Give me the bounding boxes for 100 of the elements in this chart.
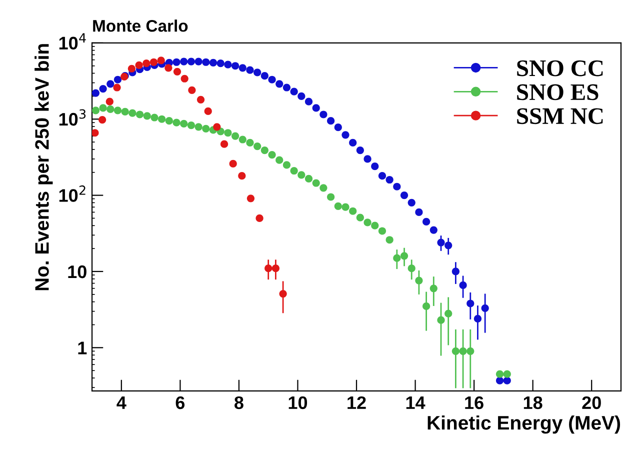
point — [260, 146, 268, 154]
point — [246, 138, 254, 147]
x-tick-label: 14 — [406, 396, 426, 409]
point — [279, 290, 287, 298]
x-tick-label: 20 — [582, 396, 601, 410]
point — [430, 284, 438, 292]
x-tick-label: 18 — [524, 396, 542, 410]
point — [298, 171, 306, 179]
point — [204, 107, 212, 116]
x-tick-label: 16 — [465, 396, 484, 410]
point — [220, 140, 228, 148]
point — [326, 193, 335, 201]
point — [444, 310, 452, 318]
point — [264, 264, 272, 272]
point — [371, 222, 379, 230]
point — [180, 58, 188, 66]
x-tick-label: 8 — [234, 396, 244, 410]
point — [334, 124, 342, 132]
point — [415, 276, 423, 284]
point — [238, 136, 246, 144]
point — [135, 61, 143, 70]
x-tick-label: 12 — [348, 396, 366, 409]
point — [224, 129, 232, 137]
point — [282, 161, 291, 169]
point — [356, 214, 364, 222]
point — [173, 68, 182, 76]
point — [422, 218, 430, 226]
point — [386, 236, 394, 244]
point — [164, 64, 172, 72]
point — [106, 98, 114, 106]
point — [246, 194, 255, 202]
point — [180, 74, 188, 82]
point — [113, 84, 121, 92]
point — [466, 347, 474, 355]
x-tick-label: 6 — [176, 396, 185, 410]
point — [106, 105, 114, 113]
chart-title: Monte Carlo — [93, 20, 188, 32]
point — [386, 176, 394, 184]
point — [238, 172, 246, 180]
y-tick-label: 10$^{3}$ — [59, 109, 86, 126]
point — [157, 56, 165, 64]
point — [202, 58, 210, 66]
point — [474, 314, 482, 322]
point — [334, 202, 342, 210]
point — [356, 146, 364, 154]
point — [272, 264, 280, 272]
point — [408, 264, 416, 272]
point — [231, 132, 240, 140]
point — [213, 123, 221, 131]
x-axis-title: Kinetic Energy (MeV) — [428, 415, 620, 434]
point — [408, 198, 416, 206]
point — [246, 66, 254, 74]
point — [172, 118, 180, 126]
point — [326, 117, 335, 125]
point — [194, 123, 202, 131]
point — [196, 96, 205, 104]
point — [99, 85, 107, 93]
point — [298, 92, 306, 100]
point — [180, 120, 188, 128]
point — [187, 121, 196, 130]
point — [150, 114, 158, 122]
point — [128, 109, 136, 117]
point — [400, 191, 408, 200]
point — [342, 131, 350, 139]
point — [496, 376, 504, 384]
point — [342, 203, 350, 211]
point — [114, 106, 122, 114]
point — [172, 58, 180, 66]
point — [158, 115, 166, 123]
point — [209, 58, 218, 67]
point — [349, 207, 357, 215]
point — [393, 254, 401, 262]
legend-label: SSM NC — [517, 108, 603, 124]
point — [364, 218, 372, 226]
y-tick-label: 1 — [78, 342, 87, 354]
point — [150, 58, 158, 66]
point — [481, 304, 489, 312]
point — [202, 124, 210, 132]
point — [378, 172, 386, 180]
point — [260, 72, 268, 80]
point — [496, 370, 504, 378]
point — [256, 214, 264, 222]
legend-label: SNO ES — [517, 84, 598, 100]
point — [121, 108, 129, 116]
x-tick-label: 4 — [116, 396, 126, 409]
point — [437, 238, 445, 246]
point — [143, 112, 151, 120]
point — [371, 162, 379, 170]
point — [459, 347, 467, 355]
point — [216, 60, 224, 68]
point — [422, 302, 430, 310]
point — [268, 151, 276, 159]
point — [194, 58, 202, 66]
point — [312, 104, 320, 112]
x-tick-label: 10 — [288, 396, 308, 410]
point — [304, 98, 313, 106]
point — [437, 316, 445, 324]
y-axis-title: No. Events per 250 keV bin — [34, 44, 53, 290]
point — [268, 76, 276, 84]
point — [290, 88, 298, 96]
